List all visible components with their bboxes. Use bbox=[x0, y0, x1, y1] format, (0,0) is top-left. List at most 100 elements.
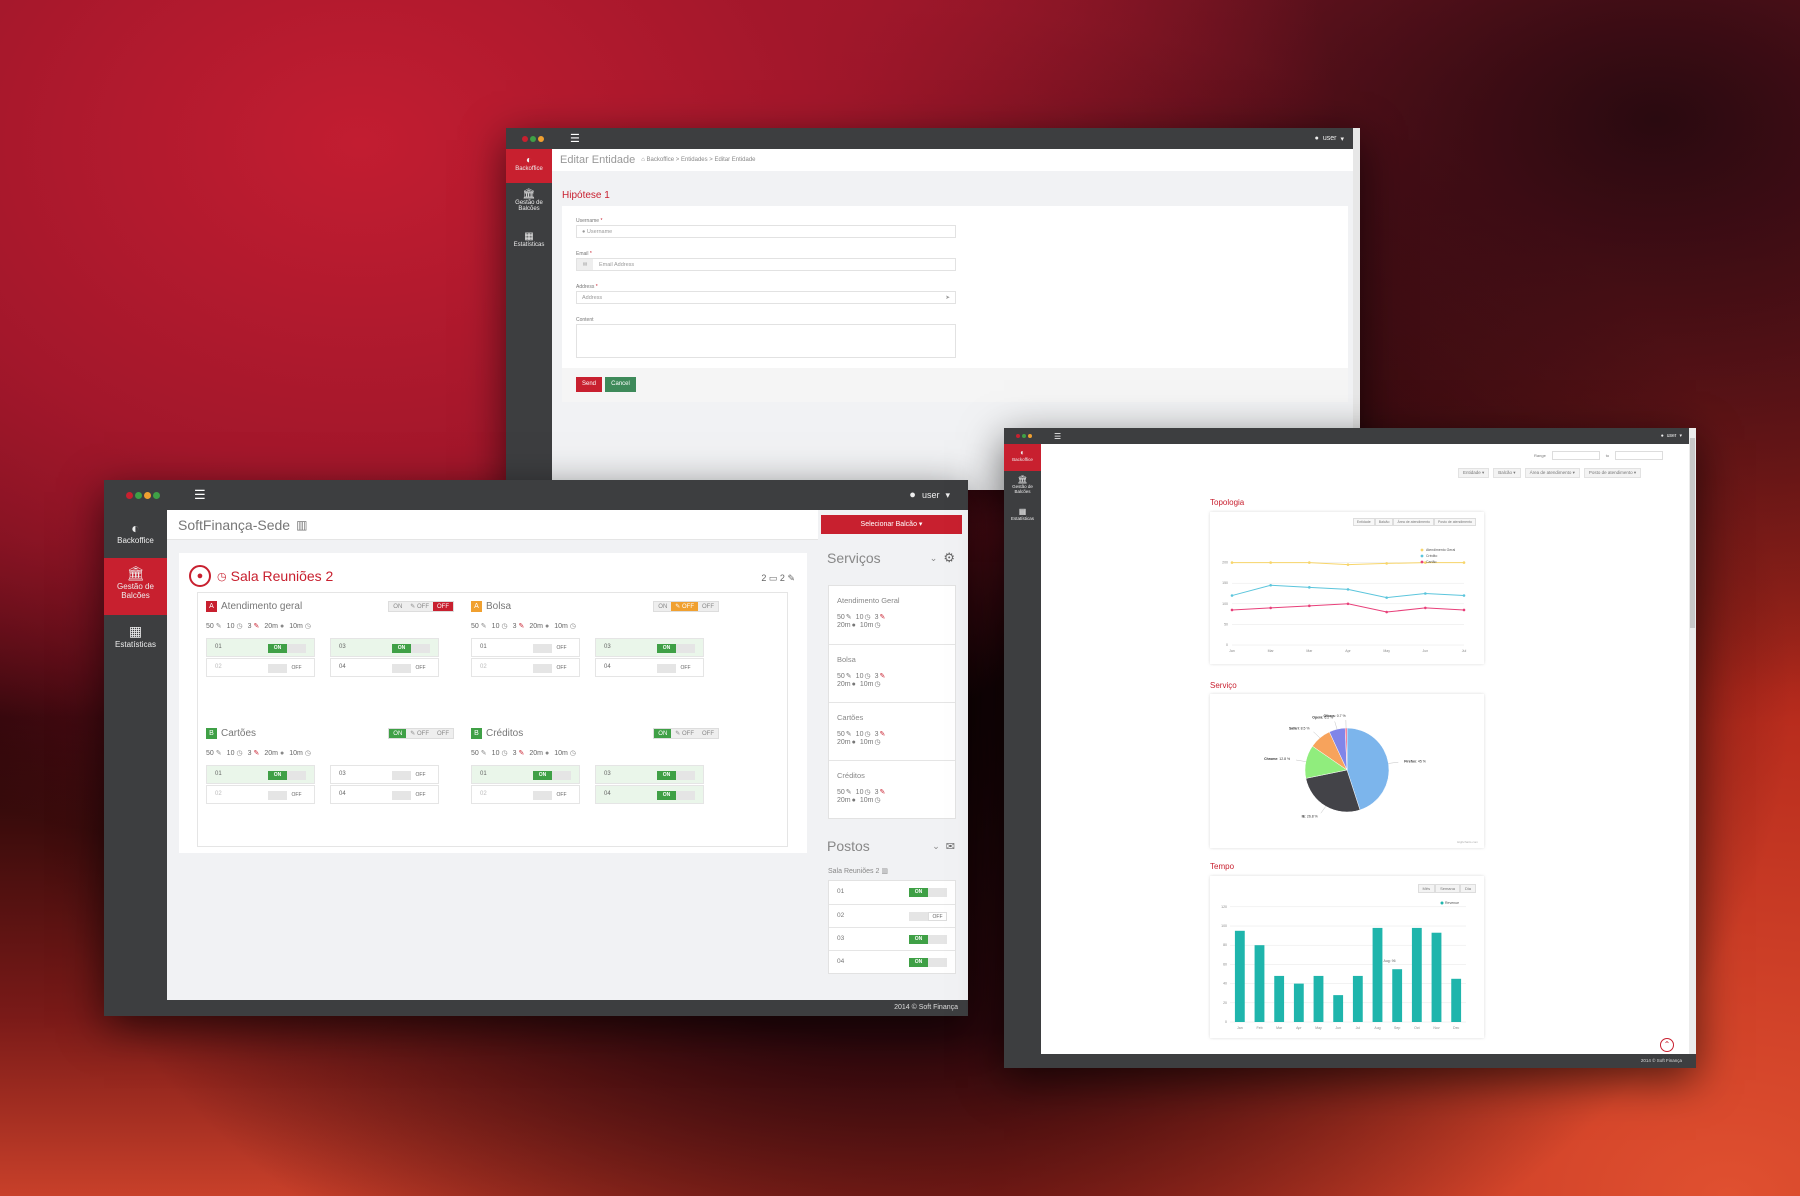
topologia-tab[interactable]: Entidade bbox=[1352, 518, 1375, 526]
data-point[interactable] bbox=[1230, 594, 1234, 597]
tempo-tab[interactable]: Semana bbox=[1435, 884, 1460, 893]
bar[interactable] bbox=[1254, 945, 1265, 1022]
panel-posto-row[interactable]: 01 ON bbox=[829, 881, 955, 904]
cancel-button[interactable]: Cancel bbox=[605, 377, 636, 392]
legend-item[interactable]: Crédito bbox=[1426, 554, 1437, 558]
post-toggle[interactable]: OFF bbox=[533, 791, 571, 800]
data-point[interactable] bbox=[1385, 610, 1388, 614]
scrollbar[interactable] bbox=[1689, 428, 1696, 1068]
panel-service-item[interactable]: Bolsa 50✎ 10◷ 3✎ 20m● 10m◷ bbox=[829, 644, 955, 702]
data-point[interactable] bbox=[1269, 561, 1272, 564]
toggle-mid[interactable]: ✎ OFF bbox=[671, 729, 698, 738]
post-row[interactable]: 02 OFF bbox=[206, 658, 315, 677]
email-field[interactable]: ✉ Email Address bbox=[576, 258, 956, 271]
breadcrumb-item[interactable]: Entidades bbox=[680, 157, 708, 163]
toggle-mid[interactable]: ✎ OFF bbox=[671, 602, 698, 611]
post-toggle[interactable]: OFF bbox=[268, 791, 306, 800]
toggle-off[interactable]: OFF bbox=[698, 602, 718, 611]
pie-slice[interactable] bbox=[1305, 769, 1361, 813]
post-toggle[interactable]: OFF bbox=[392, 664, 430, 673]
legend-item[interactable]: Cartão bbox=[1426, 560, 1437, 564]
data-point[interactable] bbox=[1346, 602, 1350, 606]
service-toggle[interactable]: ON ✎ OFF OFF bbox=[388, 601, 454, 612]
topologia-tab[interactable]: Área de atendimento bbox=[1393, 518, 1434, 526]
sidebar-item-gestao-balcoes[interactable]: 🏛 Gestão de Balcões bbox=[104, 558, 167, 615]
sidebar-item-backoffice[interactable]: ◐ Backoffice bbox=[506, 149, 552, 183]
post-row[interactable]: 02 OFF bbox=[206, 785, 315, 804]
post-row[interactable]: 03 OFF bbox=[330, 765, 439, 784]
bar[interactable] bbox=[1431, 932, 1442, 1022]
bar[interactable] bbox=[1392, 969, 1403, 1022]
post-toggle[interactable]: ON bbox=[657, 644, 695, 653]
scroll-top-button[interactable]: ⌃ bbox=[1660, 1038, 1674, 1052]
filter-dropdown[interactable]: Área de atendimento ▾ bbox=[1524, 468, 1580, 478]
posto-toggle[interactable]: ON bbox=[909, 888, 947, 897]
postos-panel-header[interactable]: Postos ⌄ ✉ bbox=[827, 838, 955, 854]
data-point[interactable] bbox=[1385, 562, 1388, 565]
tempo-tab[interactable]: Mês bbox=[1417, 884, 1436, 893]
tempo-tab[interactable]: Dia bbox=[1459, 884, 1476, 893]
topologia-tab[interactable]: Posto de atendimento bbox=[1433, 518, 1476, 526]
post-toggle[interactable]: ON bbox=[268, 771, 306, 780]
menu-toggle-icon[interactable]: ☰ bbox=[1054, 431, 1062, 441]
services-panel-header[interactable]: Serviços ⌄ ⚙ bbox=[827, 550, 955, 566]
data-point[interactable] bbox=[1346, 563, 1350, 566]
post-toggle[interactable]: OFF bbox=[657, 664, 695, 673]
data-point[interactable] bbox=[1308, 586, 1311, 589]
scrollbar[interactable] bbox=[1353, 128, 1360, 490]
filter-dropdown[interactable]: Balcão ▾ bbox=[1493, 468, 1521, 478]
post-row[interactable]: 04 OFF bbox=[330, 785, 439, 804]
bar[interactable] bbox=[1293, 983, 1304, 1022]
post-toggle[interactable]: OFF bbox=[268, 664, 306, 673]
post-row[interactable]: 02 OFF bbox=[471, 658, 580, 677]
data-point[interactable] bbox=[1385, 596, 1388, 599]
post-toggle[interactable]: OFF bbox=[533, 664, 571, 673]
toggle-off[interactable]: OFF bbox=[433, 729, 453, 738]
sidebar-item-backoffice[interactable]: ◐ Backoffice bbox=[1004, 444, 1041, 471]
post-row[interactable]: 02 OFF bbox=[471, 785, 580, 804]
panel-service-item[interactable]: Créditos 50✎ 10◷ 3✎ 20m● 10m◷ bbox=[829, 760, 955, 818]
post-row[interactable]: 01 ON bbox=[471, 765, 580, 784]
bar[interactable] bbox=[1333, 995, 1344, 1022]
post-toggle[interactable]: ON bbox=[657, 791, 695, 800]
panel-service-item[interactable]: Cartões 50✎ 10◷ 3✎ 20m● 10m◷ bbox=[829, 702, 955, 760]
data-point[interactable] bbox=[1424, 592, 1427, 595]
user-menu[interactable]: ● user ▾ bbox=[1315, 135, 1344, 143]
post-toggle[interactable]: OFF bbox=[392, 771, 430, 780]
toggle-mid[interactable]: ✎ OFF bbox=[406, 602, 433, 611]
toggle-on[interactable]: ON bbox=[389, 729, 407, 738]
breadcrumb-item[interactable]: Backoffice bbox=[646, 157, 675, 163]
sidebar-item-estatisticas[interactable]: ▦ Estatísticas bbox=[104, 615, 167, 659]
menu-toggle-icon[interactable]: ☰ bbox=[194, 487, 206, 502]
panel-posto-row[interactable]: 02 OFF bbox=[829, 904, 955, 927]
posto-toggle[interactable]: OFF bbox=[909, 912, 947, 921]
filter-dropdown[interactable]: Posto de atendimento ▾ bbox=[1583, 468, 1642, 478]
post-row[interactable]: 04 OFF bbox=[330, 658, 439, 677]
bar[interactable] bbox=[1313, 975, 1324, 1022]
sidebar-item-gestao-balcoes[interactable]: 🏛 Gestão de Balcões bbox=[506, 183, 552, 227]
user-menu[interactable]: ● user ▾ bbox=[909, 489, 950, 501]
scrollbar-thumb[interactable] bbox=[1690, 438, 1695, 628]
content-textarea[interactable] bbox=[576, 324, 956, 358]
sidebar-item-estatisticas[interactable]: ▦ Estatísticas bbox=[1004, 504, 1041, 528]
service-toggle[interactable]: ON ✎ OFF OFF bbox=[388, 728, 454, 739]
post-row[interactable]: 03 ON bbox=[595, 638, 704, 657]
data-point[interactable] bbox=[1462, 561, 1466, 564]
posto-toggle[interactable]: ON bbox=[909, 958, 947, 967]
toggle-off[interactable]: OFF bbox=[698, 729, 718, 738]
post-row[interactable]: 03 ON bbox=[595, 765, 704, 784]
panel-posto-row[interactable]: 03 ON bbox=[829, 927, 955, 950]
toggle-on[interactable]: ON bbox=[654, 729, 672, 738]
legend-item[interactable]: Atendimento Geral bbox=[1426, 548, 1455, 552]
bar[interactable] bbox=[1274, 975, 1285, 1022]
user-menu[interactable]: ● user ▾ bbox=[1661, 433, 1682, 439]
bar[interactable] bbox=[1352, 975, 1363, 1022]
bar[interactable] bbox=[1451, 978, 1462, 1022]
panel-posto-row[interactable]: 04 ON bbox=[829, 950, 955, 973]
username-field[interactable]: ● Username bbox=[576, 225, 956, 238]
bar[interactable] bbox=[1411, 927, 1422, 1022]
range-to-input[interactable] bbox=[1615, 451, 1664, 460]
post-toggle[interactable]: OFF bbox=[392, 791, 430, 800]
post-toggle[interactable]: OFF bbox=[533, 644, 571, 653]
data-point[interactable] bbox=[1424, 606, 1427, 610]
